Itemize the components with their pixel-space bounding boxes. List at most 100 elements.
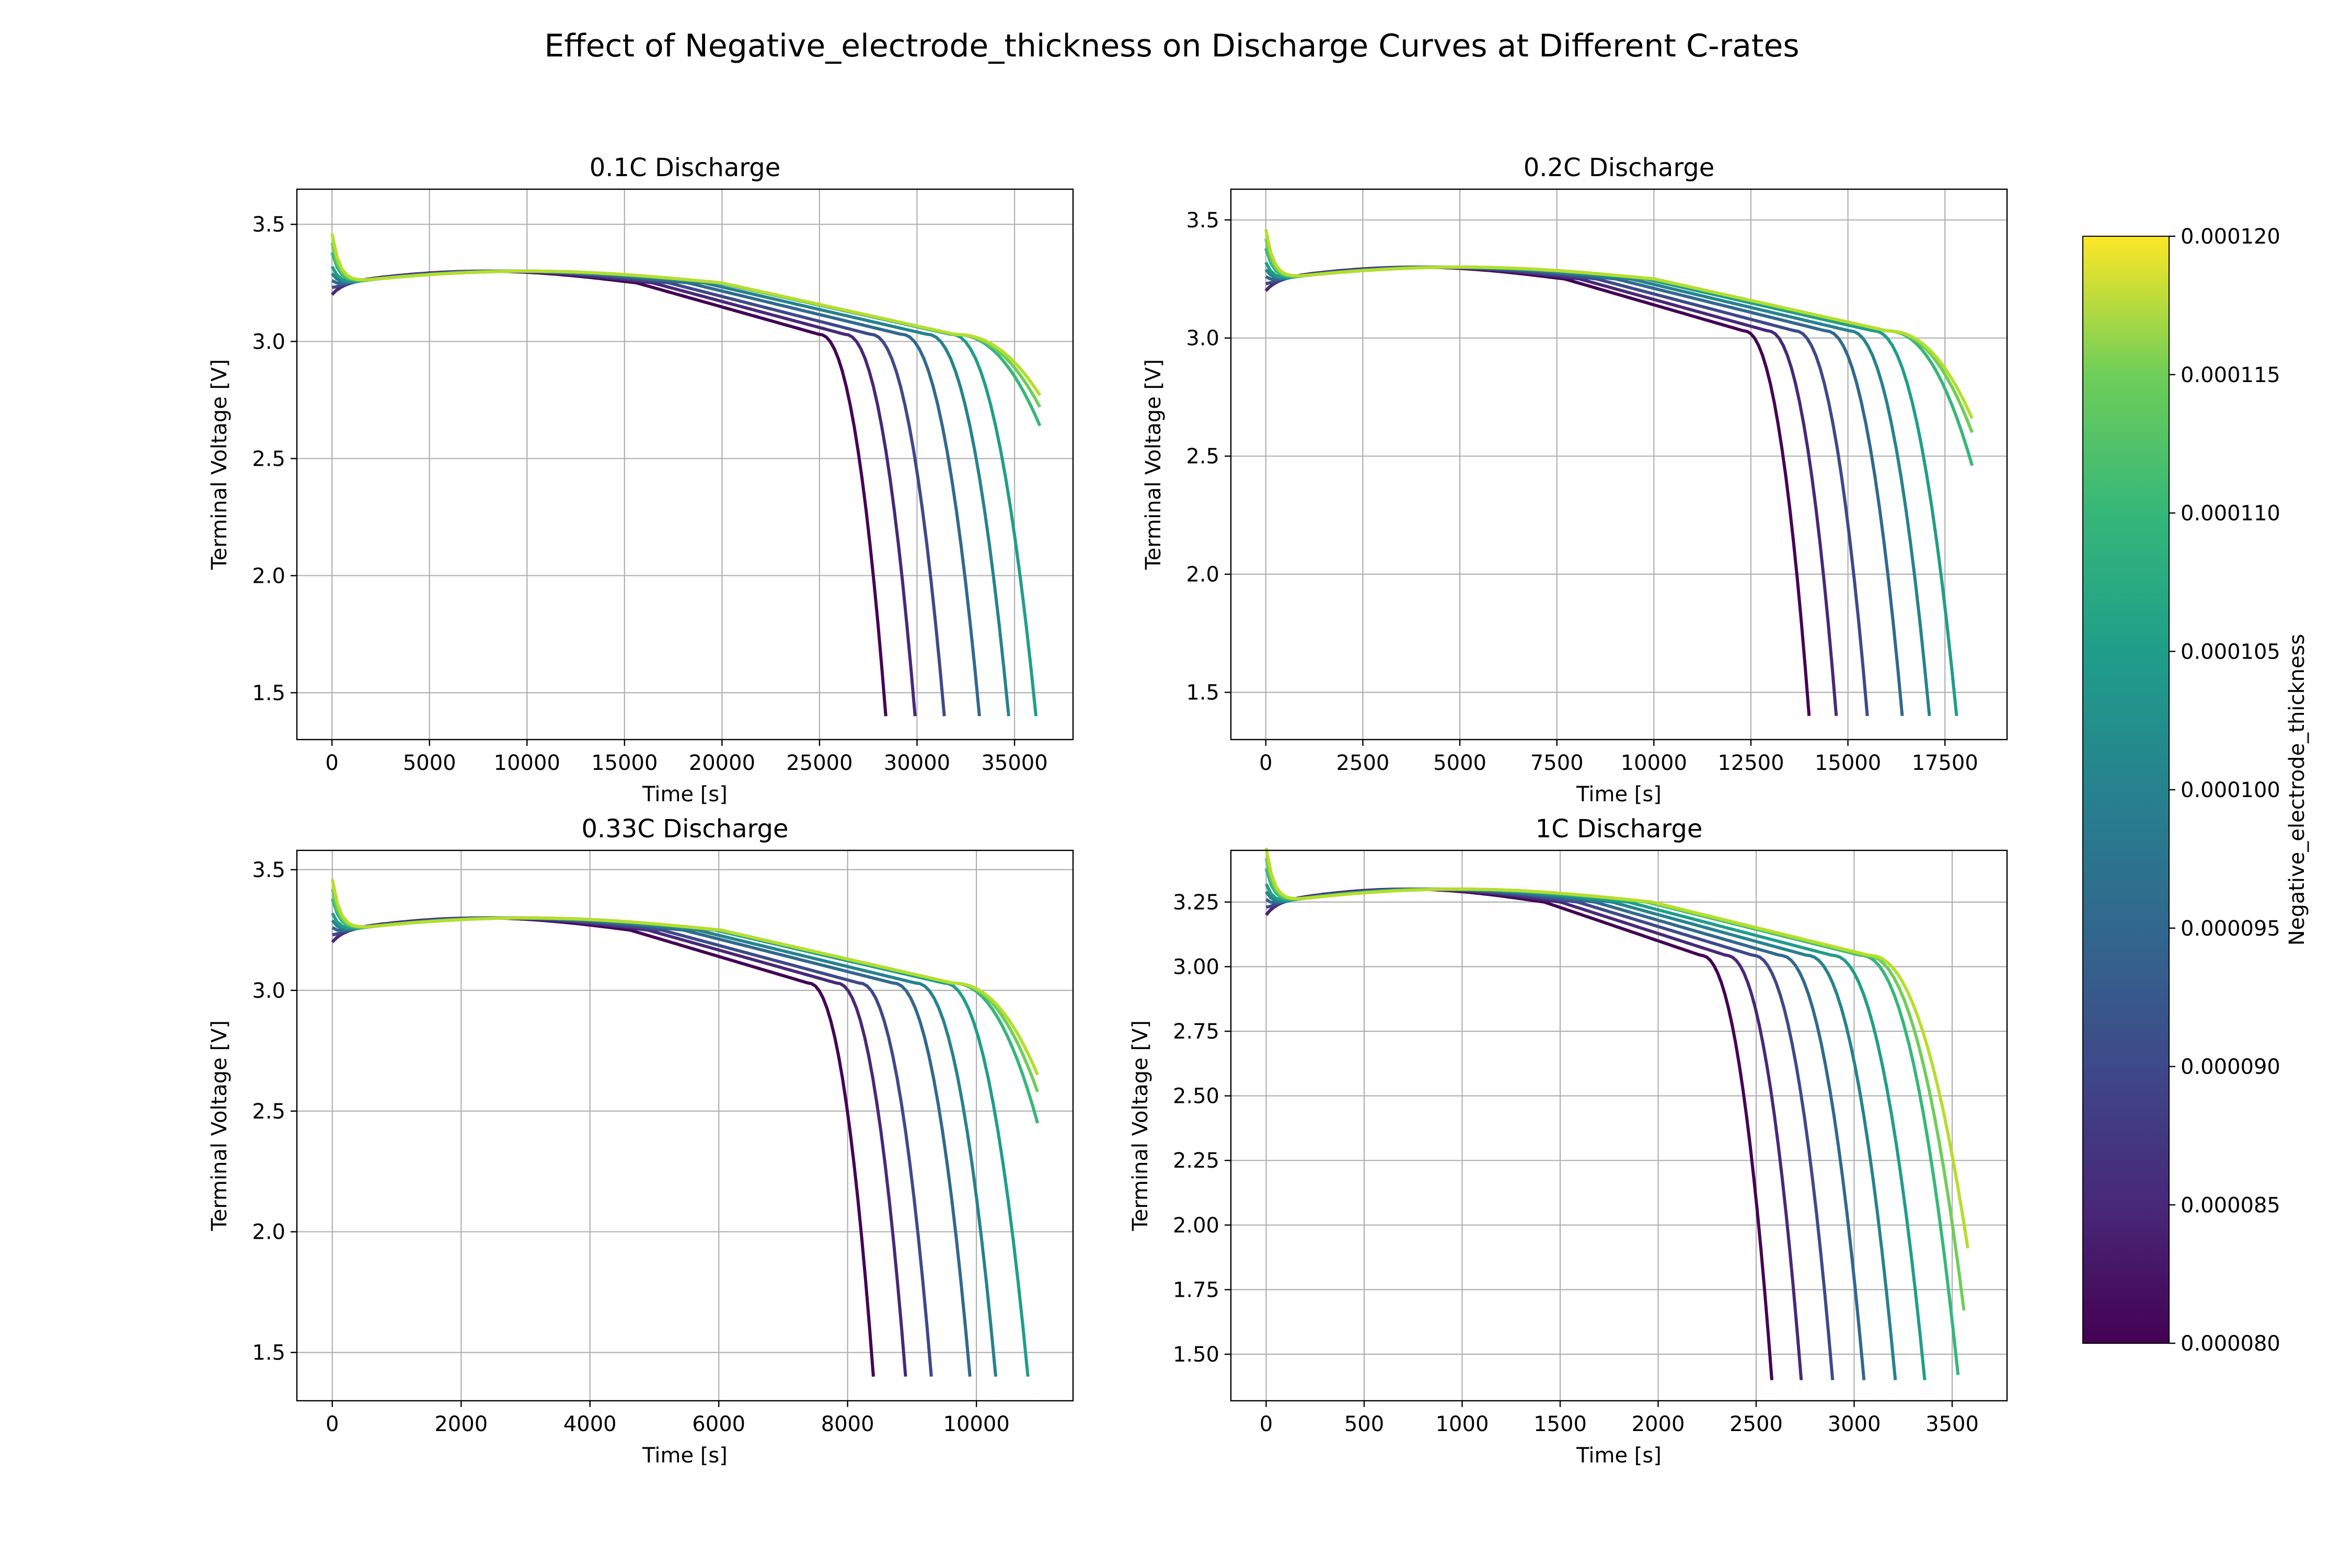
colorbar-tick-label: 0.000110	[2181, 502, 2280, 526]
series-line	[330, 269, 1010, 717]
series-line	[1265, 887, 1866, 1380]
axes-frame	[1230, 188, 2008, 741]
x-tick-label: 1500	[1534, 1412, 1587, 1436]
x-tick-label: 15000	[1815, 751, 1881, 775]
colorbar-ticks: 0.000080 0.000085 0.000090 0.000095 0.000100…	[2169, 225, 2280, 1356]
y-tick-label: 1.5	[1186, 681, 1219, 705]
y-tick-label: 2.75	[1173, 1020, 1219, 1044]
series-line	[1264, 847, 1969, 1249]
series-line	[1265, 887, 1773, 1380]
y-tick-label: 2.5	[252, 1100, 285, 1124]
panel-0-33c: 0 2000 4000 6000 8000 10000 1.5 2.0 2.5 3.0 3.5 0.3…	[207, 814, 1074, 1468]
x-tick-label: 5000	[403, 751, 456, 775]
series-line	[332, 916, 933, 1377]
x-tick-label: 20000	[689, 751, 755, 775]
x-tick-label: 3500	[1926, 1412, 1979, 1436]
series-line	[1264, 266, 1811, 717]
series-line	[330, 233, 1042, 396]
colorbar-tick-label: 0.000085	[2181, 1193, 2280, 1217]
y-tick-label: 3.5	[252, 213, 285, 237]
y-tick-label: 1.75	[1173, 1278, 1219, 1302]
figure-title: Effect of Negative_electrode_thickness o…	[544, 28, 1799, 64]
series-line	[331, 916, 875, 1377]
subplot-title: 1C Discharge	[1536, 814, 1703, 844]
x-tick-label: 0	[326, 1412, 339, 1436]
colorbar-gradient	[2082, 236, 2170, 1344]
series-line	[330, 879, 1039, 1076]
colorbar-tick-label: 0.000105	[2181, 640, 2280, 664]
y-tick-label: 2.5	[1186, 445, 1219, 469]
x-tick-label: 2500	[1336, 751, 1390, 775]
series-line	[1265, 887, 1803, 1380]
y-axis-label: Terminal Voltage [V]	[207, 1020, 232, 1231]
y-tick-label: 3.25	[1173, 891, 1219, 915]
y-tick-label: 1.50	[1173, 1343, 1219, 1367]
x-axis-label: Time [s]	[642, 1444, 728, 1468]
x-tick-label: 1000	[1436, 1412, 1489, 1436]
x-tick-label: 10000	[943, 1412, 1010, 1436]
x-tick-label: 2000	[1632, 1412, 1685, 1436]
colorbar-tick-label: 0.000095	[2181, 917, 2280, 941]
y-tick-label: 2.50	[1173, 1085, 1219, 1109]
colorbar-tick-label: 0.000120	[2181, 225, 2280, 249]
y-tick-label: 2.0	[252, 564, 285, 588]
series-line	[1264, 229, 1974, 419]
x-tick-label: 3000	[1828, 1412, 1881, 1436]
subplot-title: 0.33C Discharge	[581, 814, 788, 844]
series-line	[1265, 887, 1897, 1380]
y-axis-label: Terminal Voltage [V]	[207, 359, 232, 570]
y-tick-label: 2.0	[1186, 563, 1219, 587]
subplot-title: 0.1C Discharge	[590, 153, 781, 182]
y-tick-label: 1.5	[252, 681, 285, 705]
y-tick-label: 3.0	[252, 330, 285, 354]
y-axis-label: Terminal Voltage [V]	[1128, 1020, 1152, 1231]
x-tick-label: 500	[1344, 1412, 1384, 1436]
colorbar-tick-label: 0.000100	[2181, 778, 2280, 802]
x-tick-label: 10000	[1621, 751, 1687, 775]
colorbar-tick-label: 0.000080	[2181, 1332, 2280, 1356]
series-line	[331, 912, 1030, 1377]
colorbar-tick-label: 0.000090	[2181, 1055, 2280, 1079]
colorbar: 0.000080 0.000085 0.000090 0.000095 0.000100…	[2082, 225, 2309, 1356]
y-tick-label: 3.0	[1186, 327, 1219, 351]
y-tick-label: 3.5	[252, 858, 285, 882]
y-tick-label: 2.0	[252, 1220, 285, 1244]
x-tick-label: 2500	[1730, 1412, 1783, 1436]
axes-frame	[1230, 849, 2008, 1402]
x-tick-label: 35000	[981, 751, 1047, 775]
x-tick-label: 10000	[494, 751, 560, 775]
x-tick-label: 17500	[1912, 751, 1978, 775]
x-tick-label: 4000	[563, 1412, 617, 1436]
axes-frame	[296, 188, 1074, 741]
x-axis-label: Time [s]	[642, 782, 728, 806]
panel-0-2c: 0 2500 5000 7500 10000 12500 15000 17500 1.5 2.0 2…	[1142, 153, 2008, 806]
y-tick-label: 3.0	[252, 979, 285, 1003]
x-tick-label: 0	[1260, 1412, 1273, 1436]
x-axis-label: Time [s]	[1576, 782, 1662, 806]
subplot-title: 0.2C Discharge	[1524, 153, 1715, 182]
x-tick-label: 15000	[591, 751, 658, 775]
x-tick-label: 5000	[1433, 751, 1486, 775]
x-tick-label: 25000	[786, 751, 852, 775]
colorbar-tick-label: 0.000115	[2181, 363, 2280, 387]
x-axis-label: Time [s]	[1576, 1444, 1662, 1468]
y-tick-label: 2.00	[1173, 1214, 1219, 1238]
series-line	[1265, 266, 1904, 717]
x-tick-label: 30000	[884, 751, 950, 775]
x-tick-label: 0	[325, 751, 338, 775]
colorbar-label: Negative_electrode_thickness	[2285, 634, 2309, 946]
series-line	[331, 916, 972, 1377]
y-tick-label: 1.5	[252, 1341, 285, 1365]
panel-1c: 0 500 1000 1500 2000 2500 3000 3500 1.50 1.75 2.00…	[1128, 814, 2008, 1468]
x-tick-label: 8000	[821, 1412, 874, 1436]
x-tick-label: 6000	[692, 1412, 745, 1436]
x-tick-label: 2000	[434, 1412, 488, 1436]
x-tick-label: 7500	[1530, 751, 1584, 775]
y-tick-label: 2.5	[252, 447, 285, 471]
series-line	[331, 916, 907, 1377]
series-line	[331, 916, 998, 1377]
panel-0-1c-tenth: 0 5000 10000 15000 20000 25000 30000 35000 1.5 2.…	[207, 153, 1074, 806]
series-line	[330, 243, 1042, 408]
y-tick-label: 3.00	[1173, 955, 1219, 979]
